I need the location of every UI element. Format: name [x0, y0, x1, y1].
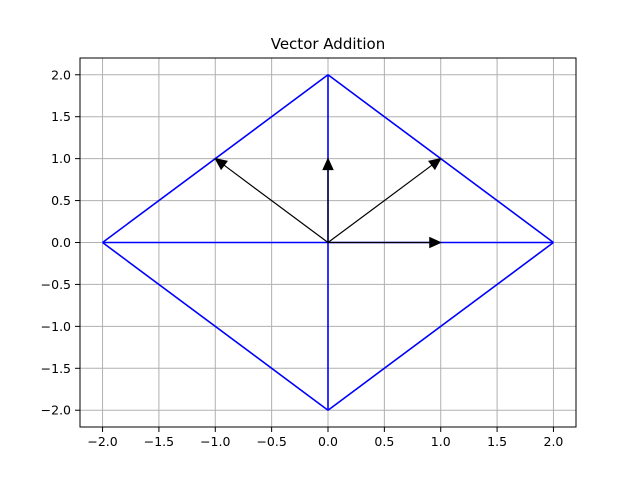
x-axis-ticks: −2.0 −1.5 −1.0 −0.5 0.0 0.5 1.0 1.5 2.0	[87, 427, 563, 449]
vector-arrows	[214, 157, 442, 249]
vector-arrow-head	[214, 157, 228, 171]
y-axis-ticks: −2.0 −1.5 −1.0 −0.5 0.0 0.5 1.0 1.5 2.0	[41, 67, 80, 418]
y-tick-label: 0.5	[51, 193, 71, 208]
x-tick-label: −1.0	[200, 434, 230, 449]
vector-arrow-head	[429, 236, 442, 249]
vector-arrow-shaft	[223, 164, 329, 243]
y-tick-label: 0.0	[51, 235, 71, 250]
vector-arrow	[328, 236, 442, 249]
vector-arrow	[322, 157, 334, 243]
y-tick-label: 1.5	[51, 109, 71, 124]
vector-arrow-shaft	[327, 164, 433, 243]
vector-arrow-head	[428, 157, 442, 171]
vector-arrow	[214, 157, 329, 243]
y-tick-label: −1.5	[41, 361, 71, 376]
y-tick-label: 2.0	[51, 67, 71, 82]
x-tick-label: 2.0	[544, 434, 564, 449]
vector-arrow-head	[322, 157, 334, 171]
vector-arrow	[327, 157, 442, 243]
chart-title: Vector Addition	[271, 35, 386, 53]
x-tick-label: 0.0	[318, 434, 338, 449]
y-tick-label: 1.0	[51, 151, 71, 166]
x-tick-label: −0.5	[256, 434, 286, 449]
series-line-segment	[102, 241, 329, 411]
y-tick-label: −1.0	[41, 319, 71, 334]
x-tick-label: 0.5	[374, 434, 394, 449]
y-tick-label: −2.0	[41, 403, 71, 418]
y-tick-label: −0.5	[41, 277, 71, 292]
x-tick-label: 1.5	[487, 434, 507, 449]
series-line-segment	[327, 241, 554, 411]
x-tick-label: −1.5	[144, 434, 174, 449]
x-tick-label: −2.0	[87, 434, 117, 449]
x-tick-label: 1.0	[431, 434, 451, 449]
